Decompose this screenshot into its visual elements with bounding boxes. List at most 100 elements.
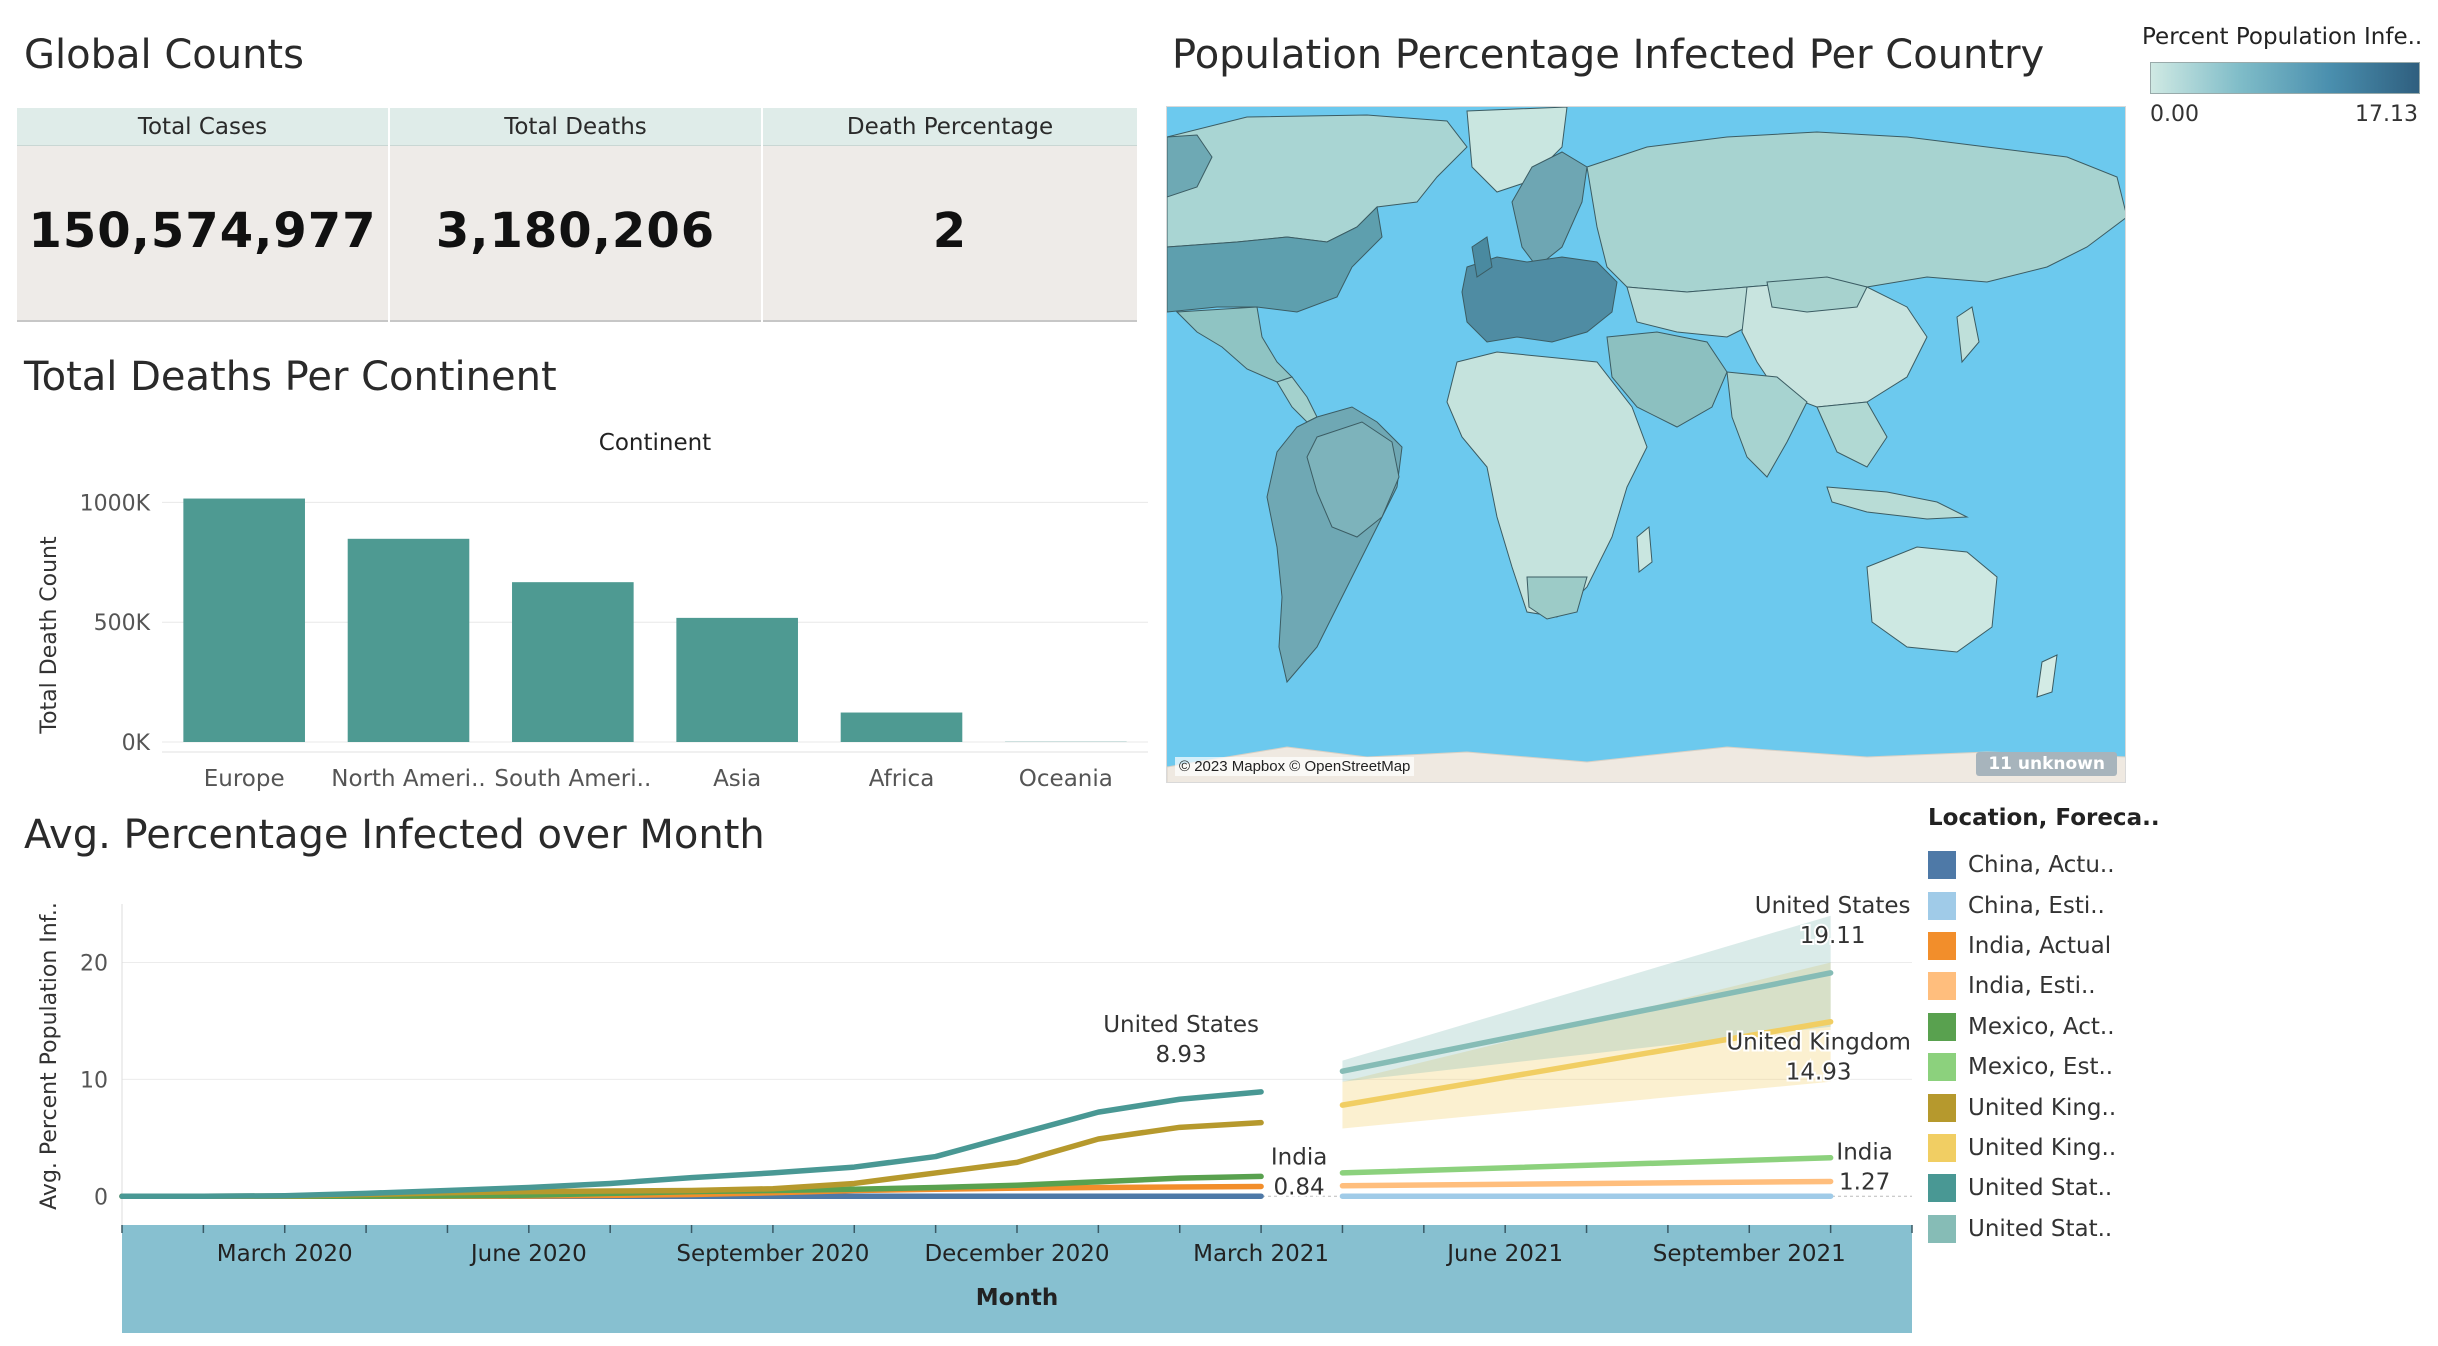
map-country-south-africa[interactable] xyxy=(1526,576,1588,620)
legend-label: United Stat.. xyxy=(1968,1215,2113,1242)
map-country-russia[interactable] xyxy=(1586,131,2126,293)
legend-swatch xyxy=(1928,891,1956,920)
series-line-united-king[interactable] xyxy=(1339,1018,1834,1108)
line-x-axis-label: Month xyxy=(976,1285,1058,1311)
bar-category-label: North Ameri.. xyxy=(331,766,485,792)
map-country-canada[interactable] xyxy=(1167,114,1468,248)
bar-y-axis-label: Total Death Count xyxy=(37,536,62,735)
legend-item[interactable]: United Stat.. xyxy=(1928,1209,2118,1249)
series-line-united-stat[interactable] xyxy=(119,1089,1264,1200)
bar-category-label: Europe xyxy=(204,766,285,792)
legend-swatch xyxy=(1928,1012,1956,1041)
series-legend: Location, Foreca.. China, Actu.. China, E… xyxy=(1928,805,2160,1249)
bar-north-ameri[interactable] xyxy=(347,538,470,742)
series-line-mexico-est[interactable] xyxy=(1339,1154,1834,1176)
annotation-label: United Kingdom xyxy=(1726,1030,1911,1056)
map-region-southeast-asia[interactable] xyxy=(1816,401,1888,468)
map-region-europe[interactable] xyxy=(1461,256,1618,343)
line-chart-title: Avg. Percentage Infected over Month xyxy=(24,812,765,858)
map-country-madagascar[interactable] xyxy=(1636,526,1653,573)
bar-category-label: Asia xyxy=(713,766,761,792)
legend-label: United King.. xyxy=(1968,1094,2117,1121)
legend-item[interactable]: China, Actu.. xyxy=(1928,845,2118,885)
map-country-japan[interactable] xyxy=(1956,306,1980,364)
map-region-indonesia[interactable] xyxy=(1826,486,1969,520)
map-country-usa[interactable] xyxy=(1167,205,1383,313)
map-unknown-badge[interactable]: 11 unknown xyxy=(1976,752,2117,776)
bar-south-ameri[interactable] xyxy=(512,582,634,742)
map-country-uk[interactable] xyxy=(1471,236,1493,278)
series-line-united-stat[interactable] xyxy=(1339,970,1834,1074)
deaths-per-continent-chart[interactable]: Continent 0K 500K 1000K Total Death Count Eur… xyxy=(0,420,1160,800)
kpi-total-cases[interactable]: Total Cases 150,574,977 xyxy=(17,108,390,322)
month-axis-band[interactable] xyxy=(122,1225,1912,1333)
legend-item[interactable]: United King.. xyxy=(1928,1128,2118,1168)
legend-item[interactable]: United Stat.. xyxy=(1928,1168,2118,1208)
legend-label: Mexico, Est.. xyxy=(1968,1054,2114,1081)
map-country-mongolia[interactable] xyxy=(1766,276,1868,313)
legend-label: China, Actu.. xyxy=(1968,852,2115,879)
annotation-value: 8.93 xyxy=(1155,1042,1206,1068)
legend-swatch xyxy=(1928,851,1956,880)
annotation-label: United States xyxy=(1755,893,1911,919)
bar-chart-title: Total Deaths Per Continent xyxy=(24,354,557,400)
map-country-new-zealand[interactable] xyxy=(2036,654,2058,698)
legend-item[interactable]: India, Actual xyxy=(1928,926,2118,966)
map-country-australia[interactable] xyxy=(1866,546,1998,653)
legend-swatch xyxy=(1928,1133,1956,1162)
legend-item[interactable]: Mexico, Act.. xyxy=(1928,1007,2118,1047)
map-region-africa[interactable] xyxy=(1446,351,1648,618)
line-ytick-label: 10 xyxy=(80,1068,108,1093)
bar-chart-header-label: Continent xyxy=(599,430,711,456)
kpi-header-total-cases: Total Cases xyxy=(17,108,388,146)
bar-africa[interactable] xyxy=(840,712,963,742)
legend-item[interactable]: India, Esti.. xyxy=(1928,966,2118,1006)
map-attribution[interactable]: © 2023 Mapbox © OpenStreetMap xyxy=(1175,757,1415,776)
legend-swatch xyxy=(1928,1214,1956,1243)
map-country-brazil[interactable] xyxy=(1306,421,1400,538)
annotation-label: United States xyxy=(1103,1012,1259,1038)
color-legend-ramp[interactable] xyxy=(2150,62,2420,94)
legend-label: Mexico, Act.. xyxy=(1968,1013,2115,1040)
world-choropleth-map[interactable]: © 2023 Mapbox © OpenStreetMap 11 unknown xyxy=(1166,106,2126,783)
map-region-middle-east[interactable] xyxy=(1606,331,1728,428)
color-legend-max: 17.13 xyxy=(2355,102,2418,127)
kpi-header-total-deaths: Total Deaths xyxy=(390,108,761,146)
map-country-alaska[interactable] xyxy=(1167,134,1213,198)
bar-ytick-label: 1000K xyxy=(80,491,151,516)
color-legend-min: 0.00 xyxy=(2150,102,2199,127)
kpi-death-percentage[interactable]: Death Percentage 2 xyxy=(763,108,1137,322)
series-line-india-esti[interactable] xyxy=(1339,1178,1834,1189)
line-xtick-label: March 2021 xyxy=(1193,1241,1329,1267)
map-country-india[interactable] xyxy=(1726,371,1808,478)
bar-ytick-label: 500K xyxy=(94,611,151,636)
kpi-value-death-percentage: 2 xyxy=(932,203,968,259)
bar-ytick-label: 0K xyxy=(122,731,151,756)
annotation-value: 0.84 xyxy=(1273,1174,1324,1200)
line-xtick-label: March 2020 xyxy=(217,1241,353,1267)
line-ytick-label: 20 xyxy=(80,951,108,976)
legend-item[interactable]: United King.. xyxy=(1928,1087,2118,1127)
kpi-value-total-deaths: 3,180,206 xyxy=(435,203,716,259)
bar-europe[interactable] xyxy=(183,498,305,742)
legend-item[interactable]: China, Esti.. xyxy=(1928,885,2118,925)
legend-label: United Stat.. xyxy=(1968,1175,2113,1202)
bar-asia[interactable] xyxy=(676,617,798,742)
kpi-header-death-percentage: Death Percentage xyxy=(763,108,1137,146)
legend-item[interactable]: Mexico, Est.. xyxy=(1928,1047,2118,1087)
line-xtick-label: September 2020 xyxy=(676,1241,869,1267)
kpi-total-deaths[interactable]: Total Deaths 3,180,206 xyxy=(390,108,763,322)
line-ytick-label: 0 xyxy=(94,1185,108,1210)
line-y-axis-label: Avg. Percent Population Inf.. xyxy=(37,902,62,1210)
infected-over-month-chart[interactable]: 0 10 20 Avg. Percent Population Inf.. March … xyxy=(0,880,1920,1346)
map-region-scandinavia[interactable] xyxy=(1511,151,1588,268)
legend-label: India, Actual xyxy=(1968,932,2112,959)
line-xtick-label: June 2020 xyxy=(469,1241,587,1267)
annotation-label: India xyxy=(1836,1139,1892,1165)
series-legend-title: Location, Foreca.. xyxy=(1928,805,2160,831)
legend-swatch xyxy=(1928,1053,1956,1082)
map-region-central-america[interactable] xyxy=(1276,376,1318,423)
map-country-mexico[interactable] xyxy=(1175,306,1293,383)
color-legend-title: Percent Population Infe.. xyxy=(2142,24,2423,50)
annotation-value: 19.11 xyxy=(1800,923,1866,949)
